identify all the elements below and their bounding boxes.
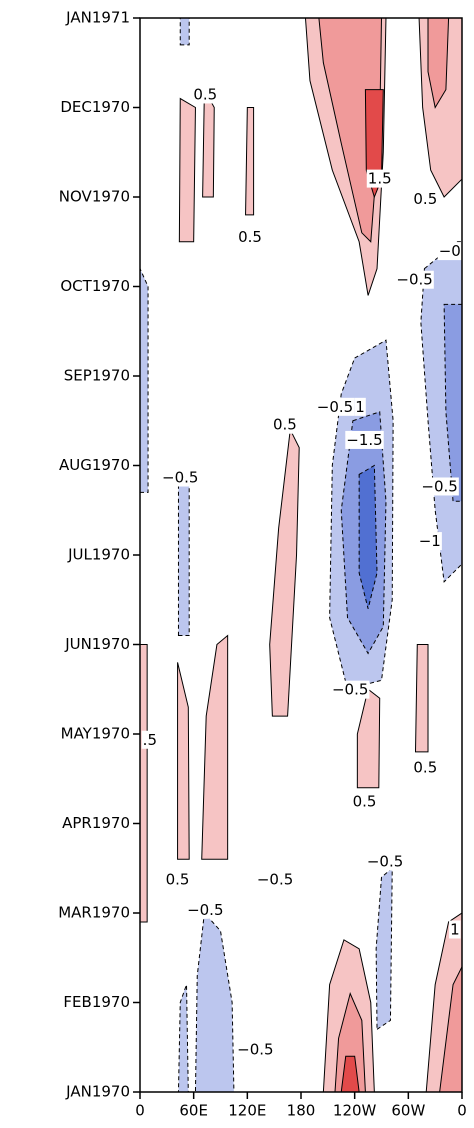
contour-region [269, 427, 300, 717]
contour-label-bg [412, 190, 439, 209]
contour-label-bg [237, 227, 263, 246]
contour-region [443, 303, 462, 502]
contour-label: .5 [143, 731, 157, 749]
contour-region [178, 97, 196, 243]
x-tick-label: 120W [333, 1102, 377, 1120]
y-tick-label: DEC1970 [60, 98, 130, 116]
y-tick-label: JUL1970 [67, 546, 130, 564]
contour-label: 0.5 [193, 85, 217, 103]
contour-region [334, 992, 366, 1092]
y-tick-label: AUG1970 [59, 456, 130, 474]
contour-label-bg [412, 758, 439, 777]
contour-label: −1 [419, 532, 441, 550]
contour-label-bg [417, 532, 442, 551]
contour-region [375, 867, 393, 1031]
contour-label: 1 [450, 921, 460, 939]
y-tick-label: OCT1970 [60, 277, 130, 295]
contour-label: −0.5 [367, 852, 403, 870]
contour-region [202, 87, 215, 198]
contour-region [140, 644, 148, 923]
contour-region [177, 984, 189, 1092]
contour-label: 0.5 [413, 759, 437, 777]
contour-region [245, 107, 255, 216]
contour-region [439, 966, 462, 1092]
y-tick-label: MAR1970 [58, 904, 130, 922]
contour-label-bg [255, 870, 295, 889]
contour-label: 0.5 [166, 870, 190, 888]
contour-label: 1 [355, 398, 365, 416]
contour-label-bg [395, 270, 434, 289]
contour-region [318, 18, 383, 243]
contour-label-bg [192, 85, 219, 104]
contour-region [177, 482, 190, 637]
contour-region [427, 18, 450, 109]
contour-label: −0.5 [237, 1040, 273, 1058]
contour-label: −0. [439, 242, 466, 260]
contour-label-bg [164, 870, 191, 889]
contour-label-bg [271, 415, 298, 434]
x-tick-label: 120E [228, 1102, 266, 1120]
contour-region [179, 18, 190, 46]
y-tick-label: SEP1970 [64, 367, 130, 385]
contour-label-bg [354, 397, 366, 416]
x-tick-label: 180 [287, 1102, 316, 1120]
contour-label-bg [186, 900, 225, 919]
contour-region [358, 464, 378, 609]
contour-label: −1.5 [346, 431, 382, 449]
contour-label: −0.5 [421, 477, 457, 495]
y-tick-label: JAN1971 [65, 9, 130, 27]
contour-label: −0.5 [187, 901, 223, 919]
contour-label-bg [236, 1040, 275, 1059]
contour-region [340, 1055, 360, 1092]
contour-label-bg [366, 169, 393, 188]
contour-label: −0.5 [162, 469, 198, 487]
contour-label: −0.5 [396, 271, 432, 289]
x-tick-label: 0 [457, 1102, 467, 1120]
contour-label-bg [141, 730, 158, 749]
contour-label-bg [351, 792, 378, 811]
contour-label: −0.5 [317, 398, 353, 416]
y-tick-label: APR1970 [62, 814, 130, 832]
y-tick-label: JUN1970 [64, 635, 130, 653]
contour-region [201, 634, 229, 860]
contour-label: 0.5 [273, 416, 297, 434]
contour-label-bg [449, 920, 461, 939]
contour-label: 0.5 [413, 190, 437, 208]
contour-region [177, 662, 190, 860]
contour-label: −0.5 [257, 870, 293, 888]
x-tick-label: 0 [135, 1102, 145, 1120]
contour-label-bg [437, 242, 462, 261]
contour-region [140, 268, 149, 493]
y-tick-label: NOV1970 [59, 188, 130, 206]
contour-region [356, 688, 381, 789]
contour-label: −0.5 [332, 681, 368, 699]
contour-label: 1.5 [368, 170, 392, 188]
plot-area: 0.51.50.50.5−0.−0.5−0.5 10.5−1.5−0.5 −0.5−… [140, 18, 466, 1092]
contour-label-bg [161, 468, 200, 487]
x-tick-label: 60E [179, 1102, 208, 1120]
contour-label: 0.5 [353, 793, 377, 811]
contour-label: 0.5 [238, 228, 262, 246]
y-tick-label: MAY1970 [61, 725, 130, 743]
y-tick-label: JAN1970 [65, 1083, 130, 1101]
x-tick-label: 60W [391, 1102, 425, 1120]
contour-label-bg [315, 397, 355, 416]
contour-label-bg [345, 430, 384, 449]
contour-region [194, 911, 235, 1092]
contour-label-bg [420, 477, 459, 496]
contour-label-bg [330, 680, 370, 699]
y-tick-label: FEB1970 [63, 993, 130, 1011]
contour-label-bg [365, 852, 405, 871]
contour-region [414, 644, 429, 753]
